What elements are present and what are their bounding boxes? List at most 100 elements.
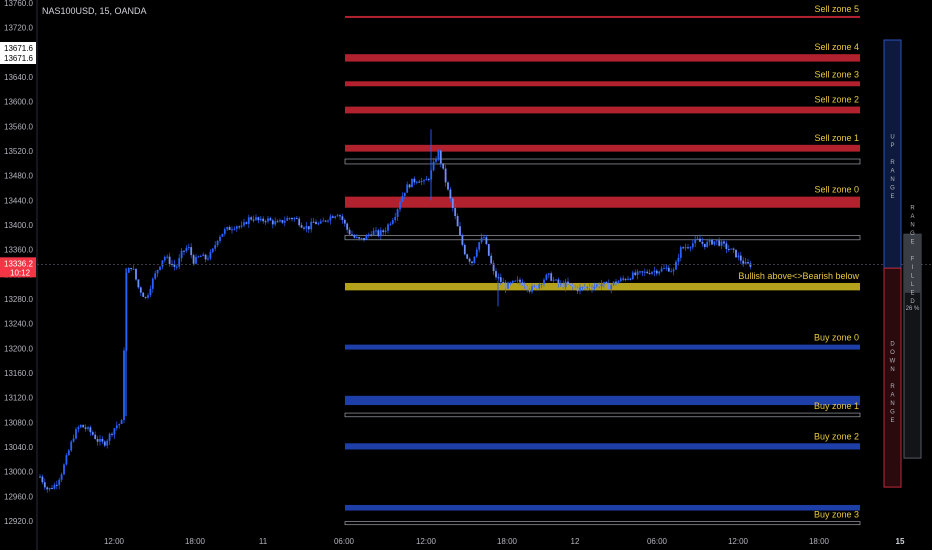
candle-body bbox=[187, 247, 190, 249]
x-tick-label: 18:00 bbox=[809, 537, 830, 546]
candle-body bbox=[655, 270, 658, 274]
candle-body bbox=[660, 268, 663, 272]
candle-body bbox=[163, 257, 166, 261]
candle-body bbox=[634, 272, 637, 276]
y-tick-label: 13400.0 bbox=[4, 221, 33, 230]
candle-body bbox=[322, 220, 325, 222]
candle-body bbox=[384, 230, 387, 233]
y-tick-label: 13640.0 bbox=[4, 73, 33, 82]
candle-body bbox=[471, 261, 473, 263]
candle-body bbox=[502, 281, 505, 283]
candle-body bbox=[485, 237, 488, 245]
candle-body bbox=[370, 234, 373, 236]
candle-body bbox=[262, 218, 265, 222]
candle-body bbox=[720, 241, 723, 246]
candle-body bbox=[180, 250, 183, 259]
candle-body bbox=[96, 439, 99, 442]
candle-body bbox=[543, 279, 545, 284]
candle-body bbox=[271, 220, 274, 225]
candle-body bbox=[658, 271, 661, 274]
candle-body bbox=[336, 215, 339, 217]
candle-body bbox=[394, 216, 397, 221]
candle-body bbox=[442, 163, 445, 169]
y-tick-label: 13440.0 bbox=[4, 196, 33, 205]
candle-body bbox=[216, 240, 219, 246]
candle-body bbox=[456, 216, 459, 227]
y-tick-label: 13120.0 bbox=[4, 394, 33, 403]
candle-body bbox=[396, 209, 399, 217]
candle-body bbox=[197, 256, 200, 258]
candle-body bbox=[161, 260, 164, 267]
candle-body bbox=[67, 450, 70, 456]
candle-body bbox=[526, 286, 529, 290]
candle-body bbox=[547, 273, 550, 275]
zone-band bbox=[345, 344, 860, 350]
candle-body bbox=[39, 476, 41, 478]
candle-body bbox=[636, 271, 639, 276]
candle-body bbox=[567, 281, 569, 284]
up-range-label: N bbox=[890, 177, 894, 183]
candle-body bbox=[209, 251, 212, 259]
range-filled-label: G bbox=[910, 231, 915, 237]
candle-body bbox=[591, 288, 593, 290]
candle-body bbox=[173, 264, 176, 267]
zone-label: Buy zone 3 bbox=[814, 510, 859, 520]
candle-body bbox=[231, 229, 233, 231]
candle-body bbox=[101, 438, 104, 442]
candle-body bbox=[264, 221, 267, 223]
up-range-label: R bbox=[890, 160, 895, 166]
candle-body bbox=[622, 278, 625, 280]
candle-body bbox=[375, 230, 377, 232]
candle-body bbox=[603, 281, 605, 284]
candle-body bbox=[135, 268, 137, 280]
candle-body bbox=[711, 239, 713, 245]
candle-body bbox=[615, 281, 617, 284]
candle-body bbox=[703, 243, 706, 248]
candle-body bbox=[82, 424, 85, 428]
candle-body bbox=[499, 277, 502, 282]
candle-body bbox=[379, 230, 382, 236]
candle-body bbox=[223, 229, 226, 234]
candle-body bbox=[713, 241, 716, 245]
candle-body bbox=[315, 221, 317, 225]
candle-body bbox=[682, 247, 685, 249]
candle-body bbox=[552, 279, 555, 281]
candle-body bbox=[631, 272, 634, 280]
candle-body bbox=[288, 217, 291, 219]
candle-body bbox=[509, 282, 512, 284]
candle-body bbox=[372, 230, 375, 235]
down-range-label: W bbox=[890, 358, 896, 364]
candle-body bbox=[214, 245, 217, 249]
candle-body bbox=[555, 279, 557, 281]
candle-body bbox=[307, 226, 310, 230]
candle-body bbox=[399, 201, 401, 210]
candle-body bbox=[480, 237, 483, 243]
candle-body bbox=[744, 262, 747, 264]
candle-body bbox=[346, 223, 349, 230]
candle-body bbox=[730, 248, 733, 250]
down-range-label: O bbox=[890, 350, 895, 356]
candle-body bbox=[247, 217, 250, 224]
y-tick-label: 13760.0 bbox=[4, 0, 33, 8]
candle-body bbox=[185, 247, 188, 252]
zone-band bbox=[344, 412, 861, 418]
candle-body bbox=[432, 161, 435, 171]
y-tick-label: 13160.0 bbox=[4, 369, 33, 378]
zone-label: Sell zone 1 bbox=[814, 133, 859, 143]
candle-body bbox=[274, 221, 277, 225]
candle-body bbox=[413, 178, 416, 183]
candle-body bbox=[267, 218, 269, 222]
candle-body bbox=[545, 274, 548, 280]
candle-body bbox=[207, 258, 209, 260]
candle-body bbox=[276, 221, 279, 223]
candle-body bbox=[540, 283, 543, 285]
candle-body bbox=[593, 286, 596, 289]
candle-body bbox=[298, 218, 301, 226]
price-tag-top bbox=[0, 42, 36, 64]
candle-body bbox=[300, 225, 303, 228]
x-tick-label: 06:00 bbox=[334, 537, 355, 546]
candle-body bbox=[108, 433, 111, 441]
candle-body bbox=[699, 238, 701, 242]
candle-body bbox=[439, 150, 442, 164]
